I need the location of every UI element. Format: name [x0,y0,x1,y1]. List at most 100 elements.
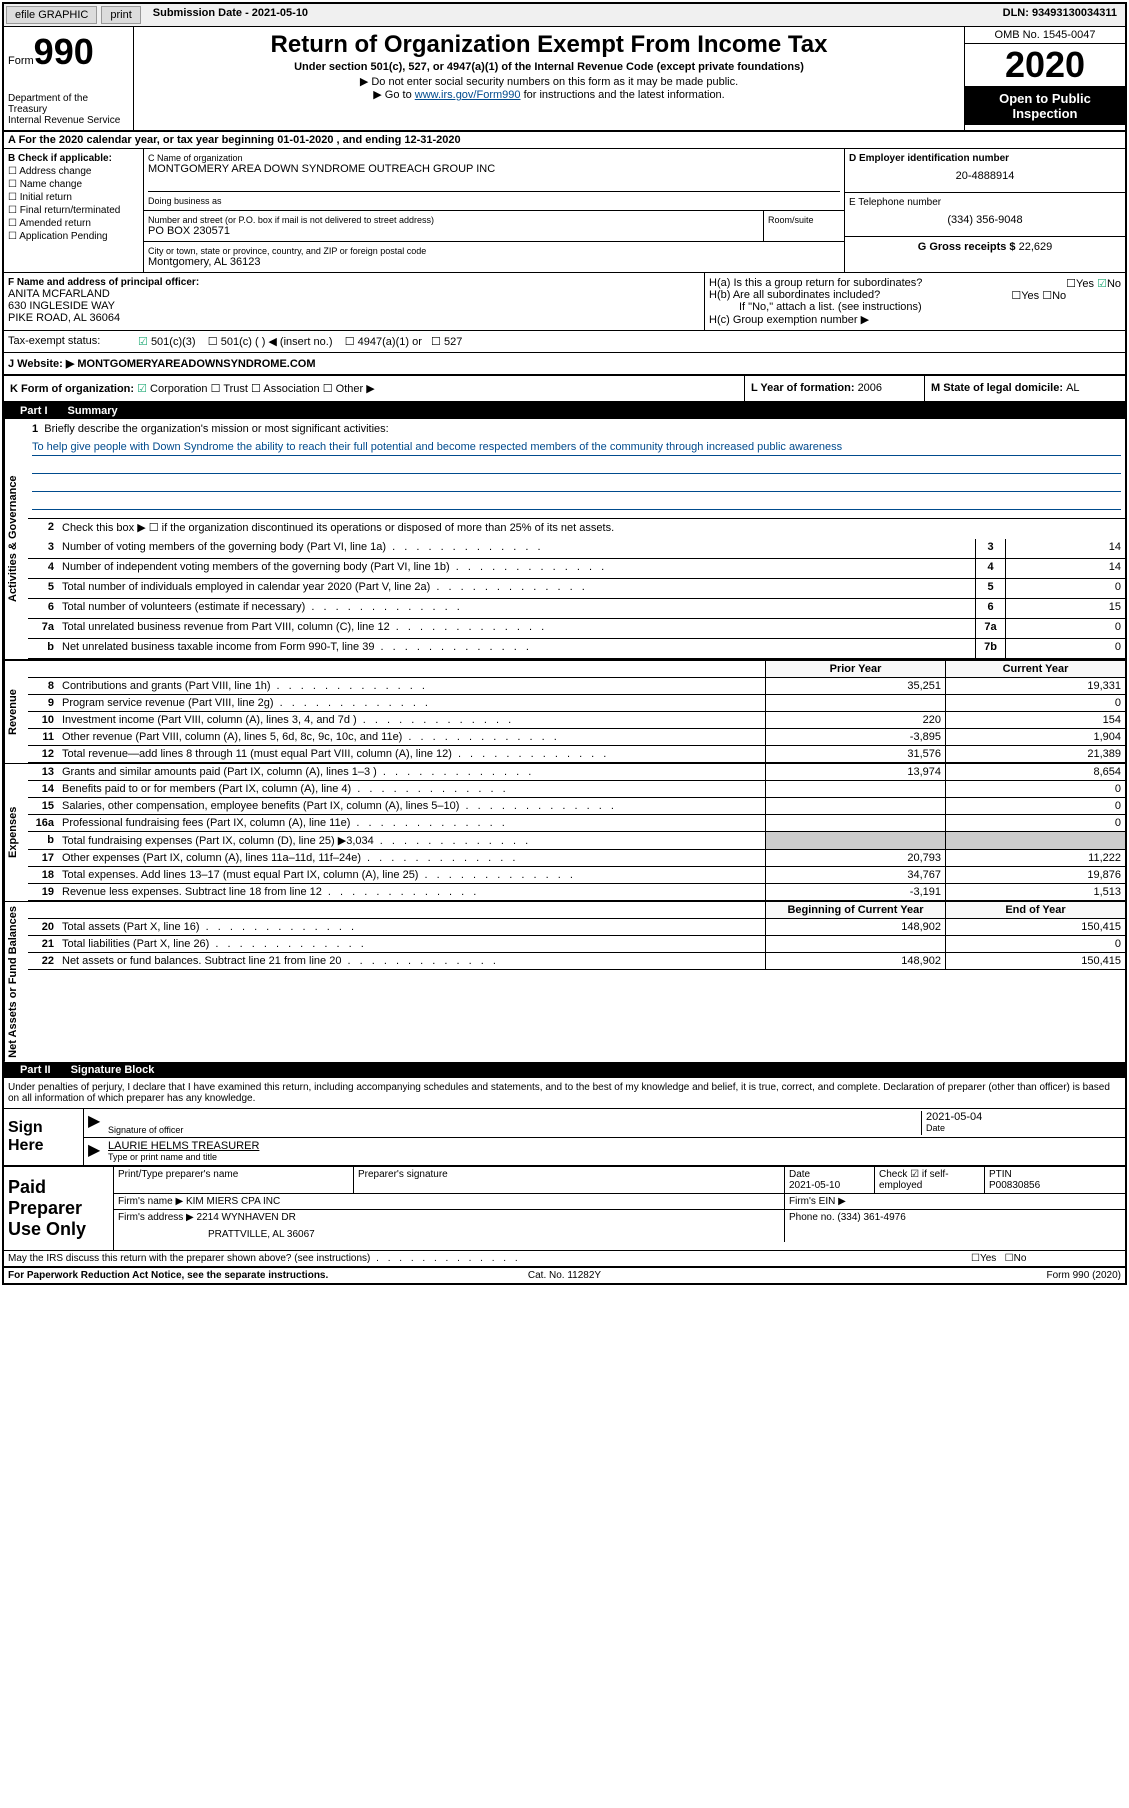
row-prior: 20,793 [765,850,945,866]
chk-501c[interactable] [208,336,218,348]
ein-box: D Employer identification number 20-4888… [845,149,1125,193]
chk-address-change[interactable]: Address change [8,166,139,177]
opt-corporation: Corporation [150,383,207,395]
activities-rows: 1 Briefly describe the organization's mi… [28,419,1125,659]
row-label: Total revenue—add lines 8 through 11 (mu… [58,746,765,762]
prior-year-header: Prior Year [765,661,945,677]
discuss-yes-checkbox[interactable] [971,1253,980,1264]
discuss-no-checkbox[interactable] [1005,1253,1014,1264]
col-b-header: B Check if applicable: [8,153,139,164]
column-b-checkboxes: B Check if applicable: Address change Na… [4,149,144,272]
line-2-label: Check this box ▶ ☐ if the organization d… [58,519,1125,539]
l-label: L Year of formation: [751,382,858,394]
firm-city-value: PRATTVILLE, AL 36067 [118,1223,780,1240]
tax-exempt-row: Tax-exempt status: 501(c)(3) 501(c) ( ) … [4,330,1125,352]
form-990-number: 990 [34,31,94,72]
hb-no-checkbox[interactable] [1042,290,1052,302]
print-button[interactable]: print [101,6,140,24]
street-label: Number and street (or P.O. box if mail i… [148,215,759,225]
row-label: Number of voting members of the governin… [58,539,975,558]
title-cell: Return of Organization Exempt From Incom… [134,27,965,130]
h-b-row: H(b) Are all subordinates included? Yes … [709,289,1121,301]
form-subtitle: Under section 501(c), 527, or 4947(a)(1)… [138,61,960,73]
line1-label: Briefly describe the organization's miss… [44,423,388,435]
firm-name-cell: Firm's name ▶ KIM MIERS CPA INC [114,1194,785,1209]
line-2-row: 2 Check this box ▶ ☐ if the organization… [28,519,1125,539]
row-label: Other expenses (Part IX, column (A), lin… [58,850,765,866]
chk-corporation[interactable] [137,383,147,395]
row-num: 17 [28,850,58,866]
row-box: 7b [975,639,1005,658]
row-curr: 21,389 [945,746,1125,762]
chk-association[interactable] [251,383,261,395]
firm-phone-cell: Phone no. (334) 361-4976 [785,1210,1125,1242]
chk-other[interactable] [323,383,333,395]
blank-label-net [58,902,765,918]
gross-receipts-label: G Gross receipts $ [918,241,1019,253]
row-label: Net unrelated business taxable income fr… [58,639,975,658]
chk-application-pending[interactable]: Application Pending [8,231,139,242]
revenue-block: Revenue Prior Year Current Year 8 Contri… [4,659,1125,763]
chk-501c3[interactable] [138,336,148,348]
opt-501c3: 501(c)(3) [151,336,196,348]
chk-4947[interactable] [345,336,355,348]
footer-center: Cat. No. 11282Y [379,1270,750,1281]
org-name-label: C Name of organization [148,153,840,163]
form-org-cell: K Form of organization: Corporation Trus… [4,376,745,401]
row-label: Professional fundraising fees (Part IX, … [58,815,765,831]
chk-name-change[interactable]: Name change [8,179,139,190]
data-row-20: 20 Total assets (Part X, line 16) 148,90… [28,919,1125,936]
vtab-expenses: Expenses [4,764,28,901]
paid-preparer-label: Paid Preparer Use Only [4,1167,114,1250]
sign-here-label: Sign Here [4,1109,84,1165]
chk-initial-return[interactable]: Initial return [8,192,139,203]
form-prefix: Form [8,55,34,67]
row-curr: 0 [945,815,1125,831]
opt-501c: 501(c) ( ) ◀ (insert no.) [221,336,333,348]
row-label: Total assets (Part X, line 16) [58,919,765,935]
omb-number: OMB No. 1545-0047 [965,27,1125,44]
chk-527[interactable] [431,336,441,348]
chk-final-return[interactable]: Final return/terminated [8,205,139,216]
name-arrow-icon: ▶ [88,1140,108,1162]
efile-graphic-button[interactable]: efile GRAPHIC [6,6,97,24]
blank-label [58,661,765,677]
data-row-22: 22 Net assets or fund balances. Subtract… [28,953,1125,970]
ha-yesno: Yes No [1066,277,1121,290]
row-val: 0 [1005,579,1125,598]
ptin-value: P00830856 [989,1180,1121,1191]
hb-yes-checkbox[interactable] [1011,290,1021,302]
expenses-block: Expenses 13 Grants and similar amounts p… [4,763,1125,901]
part-1-header: Part I Summary [4,403,1125,419]
gross-receipts-box: G Gross receipts $ 22,629 [845,237,1125,257]
ha-yes-checkbox[interactable] [1066,278,1076,290]
row-num: 11 [28,729,58,745]
row-label: Contributions and grants (Part VIII, lin… [58,678,765,694]
ein-value: 20-4888914 [849,164,1121,188]
sig-officer-sublabel: Signature of officer [108,1125,921,1135]
chk-amended-return[interactable]: Amended return [8,218,139,229]
row-box: 5 [975,579,1005,598]
officer-name-value: LAURIE HELMS TREASURER [108,1140,1121,1152]
net-rows: 20 Total assets (Part X, line 16) 148,90… [28,919,1125,970]
hb-label: H(b) Are all subordinates included? [709,289,880,301]
row-prior: 35,251 [765,678,945,694]
tax-exempt-options: 501(c)(3) 501(c) ( ) ◀ (insert no.) 4947… [138,335,462,348]
row-curr: 1,904 [945,729,1125,745]
hb-yesno: Yes No [1011,289,1066,302]
row-prior [765,936,945,952]
row-val: 15 [1005,599,1125,618]
row-prior: 148,902 [765,953,945,969]
sign-content: ▶ Signature of officer 2021-05-04 Date ▶… [84,1109,1125,1165]
line-2-num: 2 [28,519,58,539]
irs-form990-link[interactable]: www.irs.gov/Form990 [415,89,521,101]
row-num: 14 [28,781,58,797]
chk-trust[interactable] [211,383,221,395]
data-row-8: 8 Contributions and grants (Part VIII, l… [28,678,1125,695]
opt-527: 527 [444,336,462,348]
k-label: K Form of organization: [10,383,134,395]
officer-name-sublabel: Type or print name and title [108,1152,1121,1162]
website-value: MONTGOMERYAREADOWNSYNDROME.COM [77,358,315,370]
section-a-tax-year: A For the 2020 calendar year, or tax yea… [4,132,1125,149]
ha-no-checkbox[interactable] [1097,278,1107,290]
